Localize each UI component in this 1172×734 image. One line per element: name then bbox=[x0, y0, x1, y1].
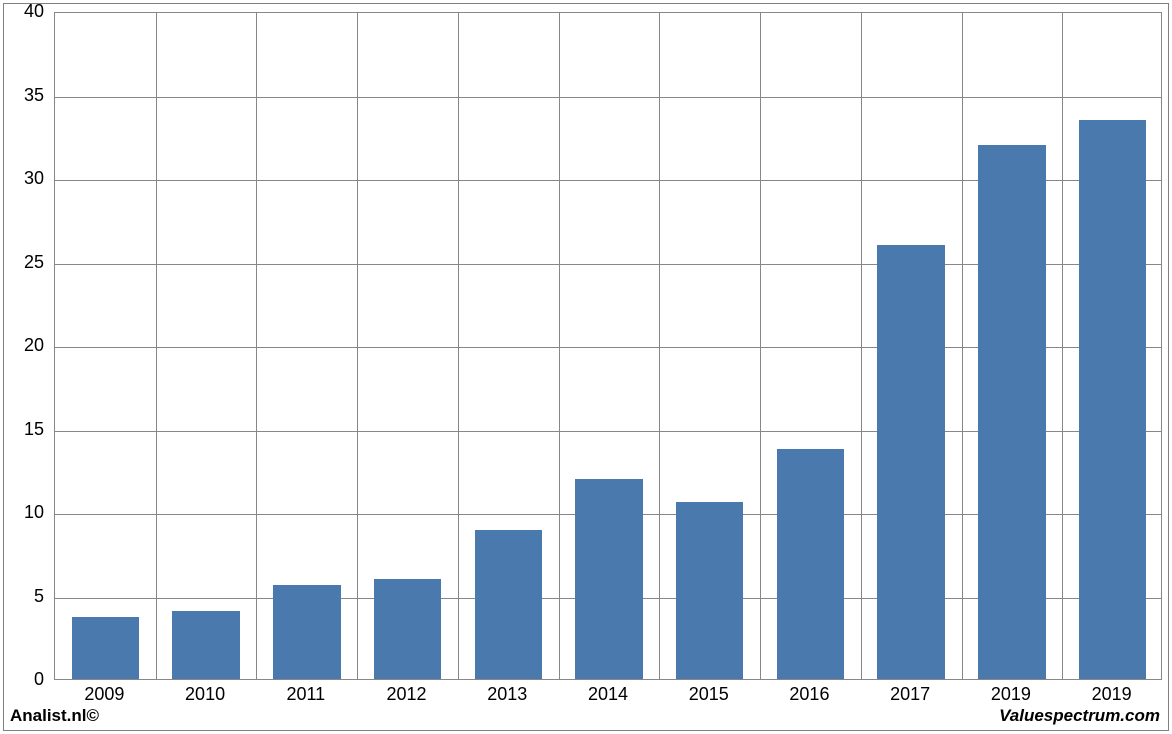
y-tick-label: 10 bbox=[4, 502, 44, 523]
gridline-v bbox=[659, 13, 660, 679]
x-tick-label: 2011 bbox=[255, 684, 356, 705]
bar bbox=[575, 479, 642, 679]
bar bbox=[475, 530, 542, 679]
x-tick-label: 2019 bbox=[1061, 684, 1162, 705]
y-tick-label: 0 bbox=[4, 669, 44, 690]
bar bbox=[676, 502, 743, 679]
footer-left: Analist.nl© bbox=[10, 706, 99, 726]
gridline-v bbox=[256, 13, 257, 679]
x-tick-label: 2019 bbox=[961, 684, 1062, 705]
bar bbox=[978, 145, 1045, 679]
plot-area bbox=[54, 12, 1162, 680]
gridline-v bbox=[760, 13, 761, 679]
footer-right: Valuespectrum.com bbox=[999, 706, 1160, 726]
x-tick-label: 2014 bbox=[558, 684, 659, 705]
bar bbox=[172, 611, 239, 679]
x-tick-label: 2010 bbox=[155, 684, 256, 705]
y-tick-label: 40 bbox=[4, 1, 44, 22]
y-tick-label: 20 bbox=[4, 335, 44, 356]
gridline-v bbox=[1062, 13, 1063, 679]
x-tick-label: 2009 bbox=[54, 684, 155, 705]
bar bbox=[877, 245, 944, 679]
bar bbox=[777, 449, 844, 679]
y-tick-label: 5 bbox=[4, 586, 44, 607]
y-tick-label: 25 bbox=[4, 252, 44, 273]
x-tick-label: 2012 bbox=[356, 684, 457, 705]
x-tick-label: 2017 bbox=[860, 684, 961, 705]
y-tick-label: 30 bbox=[4, 168, 44, 189]
gridline-v bbox=[861, 13, 862, 679]
gridline-v bbox=[559, 13, 560, 679]
x-tick-label: 2013 bbox=[457, 684, 558, 705]
y-tick-label: 35 bbox=[4, 85, 44, 106]
bar bbox=[1079, 120, 1146, 679]
bar bbox=[273, 585, 340, 679]
bar bbox=[72, 617, 139, 679]
y-tick-label: 15 bbox=[4, 419, 44, 440]
x-tick-label: 2015 bbox=[658, 684, 759, 705]
gridline-v bbox=[357, 13, 358, 679]
gridline-v bbox=[156, 13, 157, 679]
gridline-h bbox=[55, 97, 1161, 98]
bar bbox=[374, 579, 441, 679]
chart-frame: 0510152025303540 20092010201120122013201… bbox=[3, 3, 1169, 731]
gridline-v bbox=[962, 13, 963, 679]
x-tick-label: 2016 bbox=[759, 684, 860, 705]
gridline-v bbox=[458, 13, 459, 679]
